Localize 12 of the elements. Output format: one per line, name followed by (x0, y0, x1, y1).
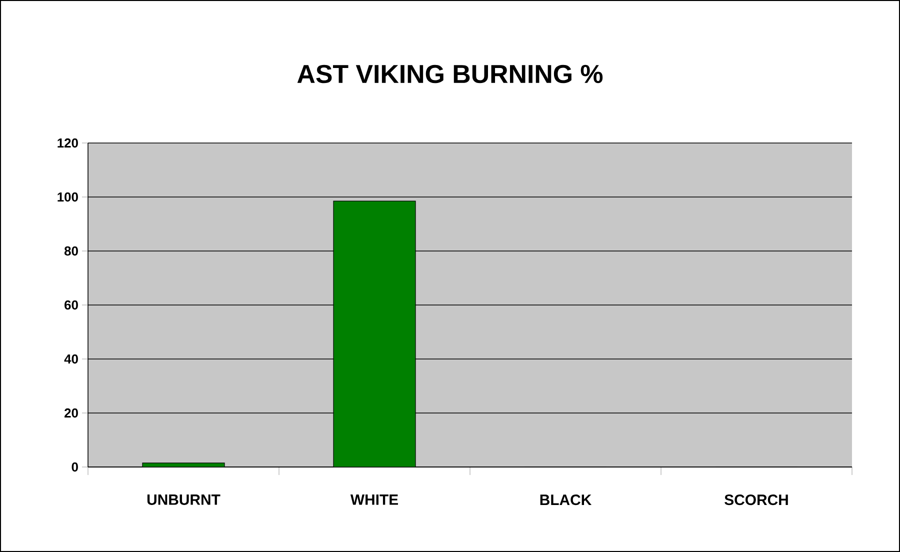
y-tick-label: 20 (64, 408, 78, 418)
y-tick-label: 80 (64, 246, 78, 256)
x-tick-label: WHITE (350, 494, 398, 505)
y-tick-label: 60 (64, 300, 78, 310)
x-tick-label: UNBURNT (147, 494, 220, 505)
y-tick-label: 40 (64, 354, 78, 364)
y-tick-label: 120 (58, 138, 78, 148)
x-tick-label: SCORCH (724, 494, 788, 506)
y-tick-label: 0 (72, 462, 78, 472)
x-tick-label: BLACK (540, 494, 592, 506)
chart-title: AST VIKING BURNING % (297, 64, 603, 84)
y-tick-label: 100 (58, 192, 78, 202)
